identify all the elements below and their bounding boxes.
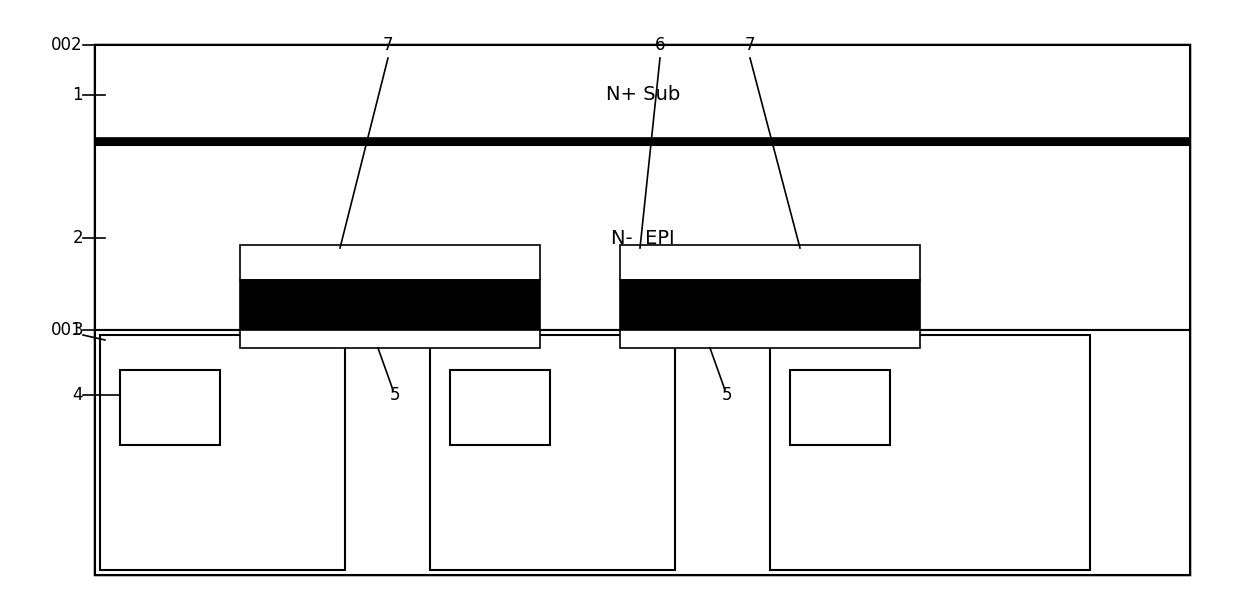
Bar bbox=[95, 145, 1190, 330]
Text: 5: 5 bbox=[722, 386, 733, 404]
Text: HfNx: HfNx bbox=[376, 301, 404, 311]
Text: HfO2: HfO2 bbox=[376, 256, 404, 266]
Bar bbox=[95, 330, 1190, 575]
Text: HfNx: HfNx bbox=[756, 301, 784, 311]
Text: 1: 1 bbox=[72, 86, 83, 104]
Bar bbox=[241, 280, 539, 330]
Bar bbox=[95, 45, 1190, 145]
Text: P-: P- bbox=[861, 431, 879, 450]
Bar bbox=[430, 335, 675, 570]
Text: N+: N+ bbox=[485, 397, 511, 415]
Bar bbox=[120, 370, 219, 445]
Text: P-: P- bbox=[176, 431, 195, 450]
Text: P-: P- bbox=[506, 431, 525, 450]
Text: HfO2: HfO2 bbox=[756, 256, 784, 266]
Text: N-  EPI: N- EPI bbox=[611, 229, 675, 248]
Bar bbox=[100, 335, 345, 570]
Text: N+: N+ bbox=[155, 397, 181, 415]
Bar bbox=[620, 330, 920, 348]
Text: 7: 7 bbox=[383, 36, 393, 54]
Bar bbox=[95, 137, 1190, 145]
Bar bbox=[790, 370, 890, 445]
Text: HfO2: HfO2 bbox=[758, 333, 782, 343]
Text: HfO2: HfO2 bbox=[378, 333, 402, 343]
Text: N+: N+ bbox=[825, 397, 851, 415]
Text: 7: 7 bbox=[745, 36, 755, 54]
Bar bbox=[620, 245, 920, 280]
Bar bbox=[241, 245, 539, 280]
Text: 4: 4 bbox=[72, 386, 83, 404]
Text: 5: 5 bbox=[391, 386, 401, 404]
Text: 2: 2 bbox=[72, 229, 83, 247]
Text: 3: 3 bbox=[72, 321, 83, 339]
Bar bbox=[770, 335, 1090, 570]
Text: 001: 001 bbox=[51, 321, 83, 339]
Bar bbox=[95, 45, 1190, 575]
Bar bbox=[450, 370, 551, 445]
Text: 6: 6 bbox=[655, 36, 665, 54]
Bar bbox=[620, 280, 920, 330]
Text: 002: 002 bbox=[51, 36, 83, 54]
Text: N+ Sub: N+ Sub bbox=[606, 86, 680, 105]
Bar bbox=[241, 330, 539, 348]
